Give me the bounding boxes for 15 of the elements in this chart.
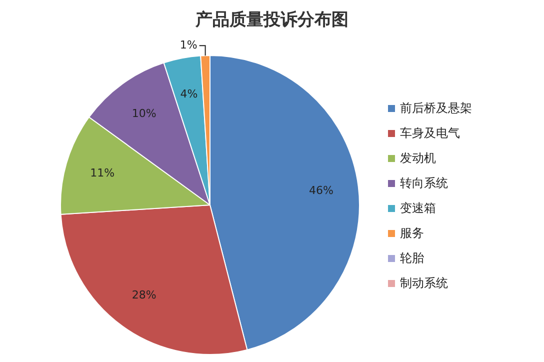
data-label: 28% (132, 288, 156, 302)
legend-label: 服务 (400, 225, 424, 242)
legend-label: 变速箱 (400, 200, 436, 217)
legend-label: 发动机 (400, 150, 436, 167)
data-label: 11% (90, 166, 115, 180)
data-label: 46% (309, 184, 334, 197)
data-label: 1% (180, 38, 198, 52)
legend-label: 转向系统 (400, 175, 448, 192)
data-label: 4% (180, 88, 198, 101)
legend-label: 车身及电气 (400, 125, 460, 142)
data-label: 10% (132, 107, 156, 120)
chart-title: 产品质量投诉分布图 (194, 9, 350, 31)
legend-label: 前后桥及悬架 (400, 100, 472, 117)
legend-label: 制动系统 (400, 275, 448, 292)
legend-label: 轮胎 (400, 250, 424, 267)
